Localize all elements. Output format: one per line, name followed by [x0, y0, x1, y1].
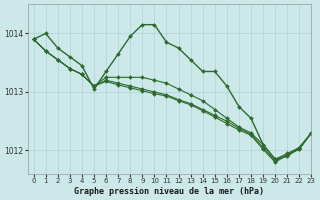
X-axis label: Graphe pression niveau de la mer (hPa): Graphe pression niveau de la mer (hPa)	[75, 187, 265, 196]
